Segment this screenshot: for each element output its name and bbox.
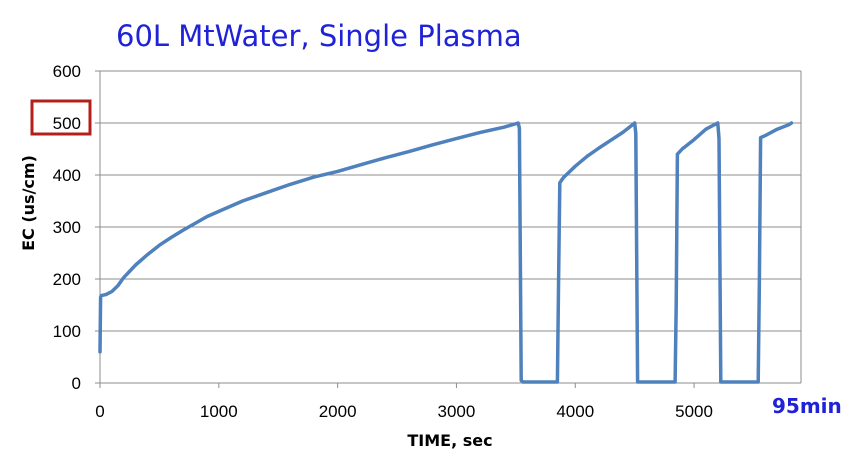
y-tick-label-600: 600	[53, 62, 81, 81]
y-tick-label-0: 0	[72, 374, 81, 393]
x-tick-label-5000: 5000	[675, 402, 713, 421]
y-axis-label: EC (us/cm)	[19, 155, 38, 251]
y-tick-label-300: 300	[53, 218, 81, 237]
y-tick-labels: 0 100 200 300 400 500 600	[53, 62, 100, 393]
y-tick-label-100: 100	[53, 322, 81, 341]
y-tick-label-400: 400	[53, 166, 81, 185]
chart-title: 60L MtWater, Single Plasma	[116, 19, 522, 53]
x-tick-label-2000: 2000	[319, 402, 357, 421]
highlight-box	[30, 99, 92, 136]
y-tick-label-200: 200	[53, 270, 81, 289]
gridlines	[100, 70, 801, 332]
series-line-0	[98, 121, 794, 384]
x-tick-label-0: 0	[95, 402, 104, 421]
series-layer	[98, 121, 794, 384]
x-tick-labels: 0 1000 2000 3000 4000 5000	[95, 383, 713, 421]
x-tick-label-1000: 1000	[200, 402, 238, 421]
annotation-95min: 95min	[772, 394, 842, 418]
x-tick-label-3000: 3000	[438, 402, 476, 421]
x-axis-label: TIME, sec	[407, 431, 492, 450]
y-tick-label-500: 500	[53, 114, 81, 133]
x-tick-label-4000: 4000	[556, 402, 594, 421]
